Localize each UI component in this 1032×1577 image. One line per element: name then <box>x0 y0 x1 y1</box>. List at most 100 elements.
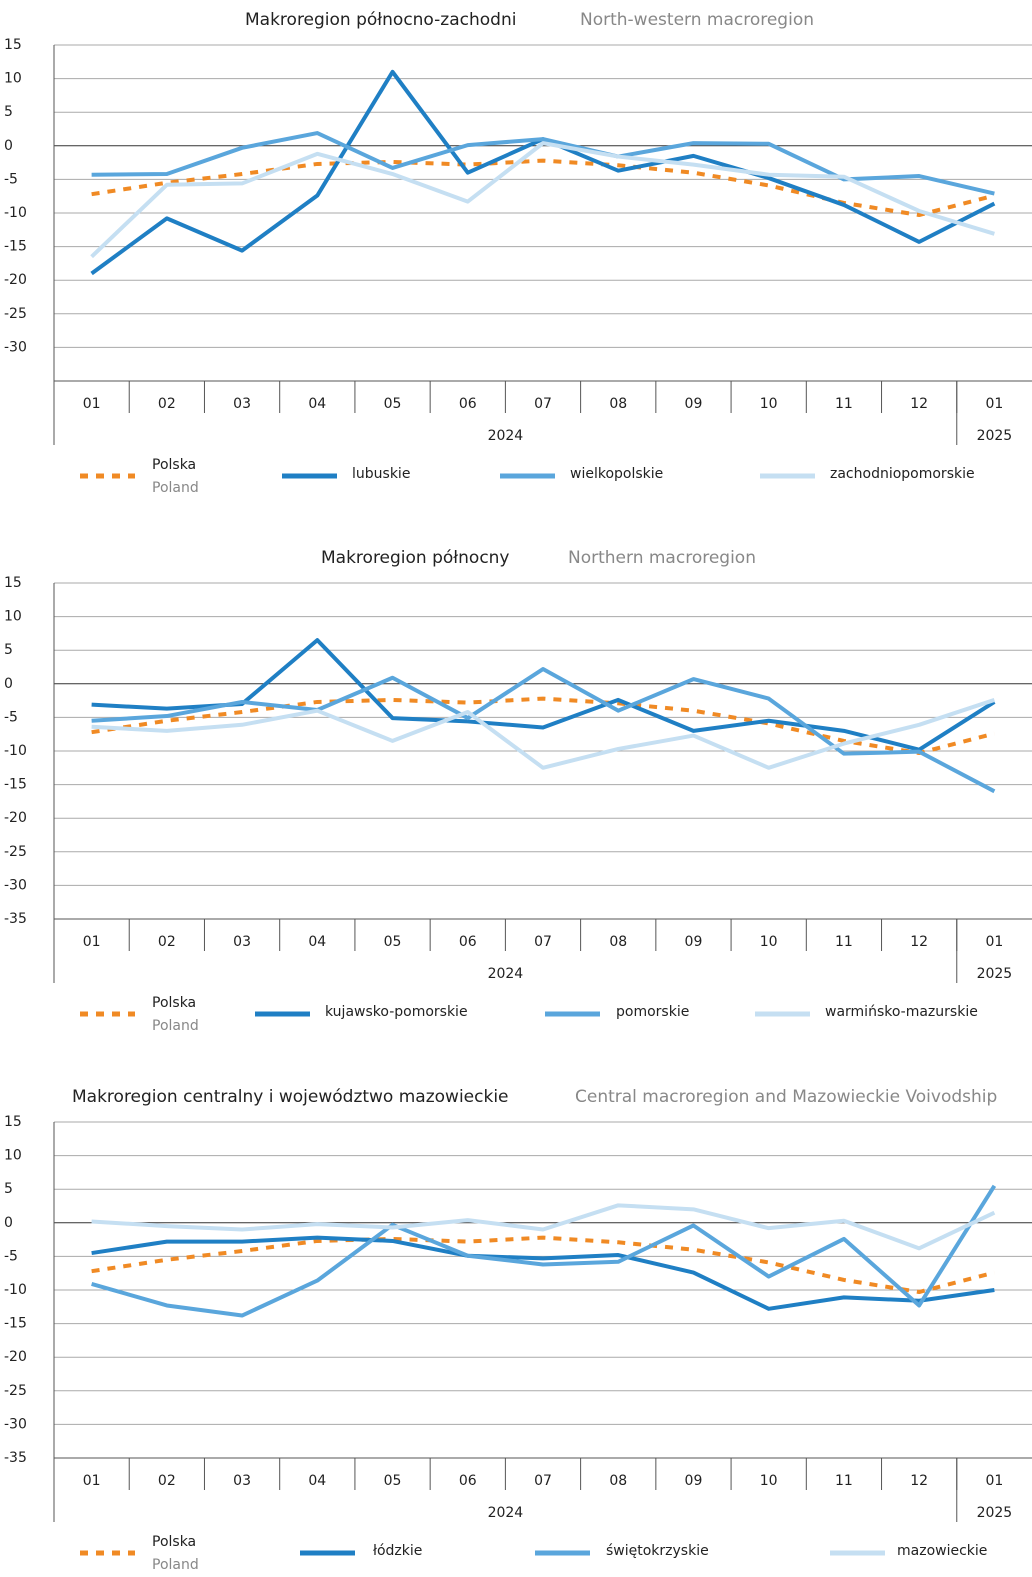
y-tick-label: -15 <box>4 239 27 255</box>
x-tick-label: 06 <box>459 1473 477 1489</box>
y-tick-label: -5 <box>4 1248 18 1264</box>
x-tick-label: 02 <box>158 934 176 950</box>
x-tick-label: 03 <box>233 1473 251 1489</box>
x-tick-label: 08 <box>609 934 627 950</box>
series-line <box>90 69 996 276</box>
x-tick-label: 05 <box>384 396 402 412</box>
x-tick-label: 02 <box>158 396 176 412</box>
x-tick-label: 06 <box>459 396 477 412</box>
y-tick-label: 0 <box>4 676 13 692</box>
chart-title: Makroregion północno-zachodni <box>245 10 516 30</box>
y-tick-label: -20 <box>4 1349 27 1365</box>
x-tick-label: 12 <box>910 1473 928 1489</box>
x-tick-label: 12 <box>910 396 928 412</box>
x-tick-label: 11 <box>835 396 853 412</box>
y-tick-label: -10 <box>4 743 27 759</box>
legend-label-en: Poland <box>152 480 199 496</box>
x-tick-label: 02 <box>158 1473 176 1489</box>
legend-label-en: Poland <box>152 1018 199 1034</box>
legend-label: kujawsko-pomorskie <box>325 1004 468 1020</box>
series-line <box>90 141 995 259</box>
legend-label: warmińsko-mazurskie <box>825 1004 978 1020</box>
x-tick-label: 08 <box>609 396 627 412</box>
series-line <box>91 696 995 756</box>
legend-label: mazowieckie <box>897 1543 987 1559</box>
x-group-label: 2025 <box>977 428 1013 444</box>
y-tick-label: -15 <box>4 777 27 793</box>
legend-label: Polska <box>152 457 196 473</box>
series-line <box>91 158 995 218</box>
y-tick-label: 10 <box>4 1148 22 1164</box>
x-tick-label: 10 <box>760 396 778 412</box>
x-tick-label: 03 <box>233 934 251 950</box>
x-tick-label: 01 <box>985 396 1003 412</box>
x-tick-label: 07 <box>534 1473 552 1489</box>
y-tick-label: -20 <box>4 272 27 288</box>
series-line <box>91 1235 995 1311</box>
x-tick-label: 07 <box>534 396 552 412</box>
x-tick-label: 12 <box>910 934 928 950</box>
x-tick-label: 05 <box>384 1473 402 1489</box>
y-tick-label: 0 <box>4 138 13 154</box>
legend-label-en: Poland <box>152 1557 199 1573</box>
legend-label: Polska <box>152 995 196 1011</box>
y-tick-label: 15 <box>4 575 22 591</box>
series-line <box>91 638 996 752</box>
y-tick-label: 15 <box>4 1114 22 1130</box>
y-tick-label: -30 <box>4 339 27 355</box>
y-tick-label: -5 <box>4 709 18 725</box>
x-group-label: 2025 <box>977 1505 1013 1521</box>
y-tick-label: -35 <box>4 1450 27 1466</box>
y-tick-label: 5 <box>4 1181 13 1197</box>
x-tick-label: 05 <box>384 934 402 950</box>
y-tick-label: -25 <box>4 306 27 322</box>
x-tick-label: 10 <box>760 934 778 950</box>
y-tick-label: -10 <box>4 205 27 221</box>
x-tick-label: 04 <box>308 934 326 950</box>
y-tick-label: 5 <box>4 642 13 658</box>
legend-label: wielkopolskie <box>570 466 663 482</box>
x-tick-label: 11 <box>835 1473 853 1489</box>
x-tick-label: 01 <box>985 934 1003 950</box>
x-tick-label: 01 <box>985 1473 1003 1489</box>
x-tick-label: 06 <box>459 934 477 950</box>
y-tick-label: 0 <box>4 1215 13 1231</box>
series-line <box>91 1184 997 1318</box>
chart-title: Makroregion centralny i województwo mazo… <box>72 1087 509 1107</box>
x-tick-label: 01 <box>83 396 101 412</box>
x-tick-label: 04 <box>308 1473 326 1489</box>
y-tick-label: -5 <box>4 171 18 187</box>
y-tick-label: -35 <box>4 911 27 927</box>
y-tick-label: -25 <box>4 1383 27 1399</box>
y-tick-label: -30 <box>4 1416 27 1432</box>
x-tick-label: 07 <box>534 934 552 950</box>
y-tick-label: 15 <box>4 37 22 53</box>
x-group-label: 2025 <box>977 966 1013 982</box>
x-tick-label: 09 <box>685 396 703 412</box>
x-group-label: 2024 <box>488 428 524 444</box>
chart-subtitle: North-western macroregion <box>580 10 814 30</box>
x-tick-label: 01 <box>83 934 101 950</box>
y-tick-label: 10 <box>4 71 22 87</box>
y-tick-label: -10 <box>4 1282 27 1298</box>
chart-subtitle: Central macroregion and Mazowieckie Voiv… <box>575 1087 997 1107</box>
legend-label: świętokrzyskie <box>606 1543 709 1559</box>
y-tick-label: 10 <box>4 609 22 625</box>
legend-label: Polska <box>152 1534 196 1550</box>
x-tick-label: 10 <box>760 1473 778 1489</box>
y-tick-label: -25 <box>4 844 27 860</box>
x-group-label: 2024 <box>488 1505 524 1521</box>
x-tick-label: 08 <box>609 1473 627 1489</box>
x-group-label: 2024 <box>488 966 524 982</box>
x-tick-label: 01 <box>83 1473 101 1489</box>
y-tick-label: -20 <box>4 810 27 826</box>
x-tick-label: 09 <box>685 1473 703 1489</box>
series-line <box>91 667 996 794</box>
legend-label: pomorskie <box>616 1004 689 1020</box>
legend-label: zachodniopomorskie <box>830 466 975 482</box>
x-tick-label: 11 <box>835 934 853 950</box>
legend-label: lubuskie <box>352 466 410 482</box>
series-line <box>91 131 995 196</box>
x-tick-label: 03 <box>233 396 251 412</box>
